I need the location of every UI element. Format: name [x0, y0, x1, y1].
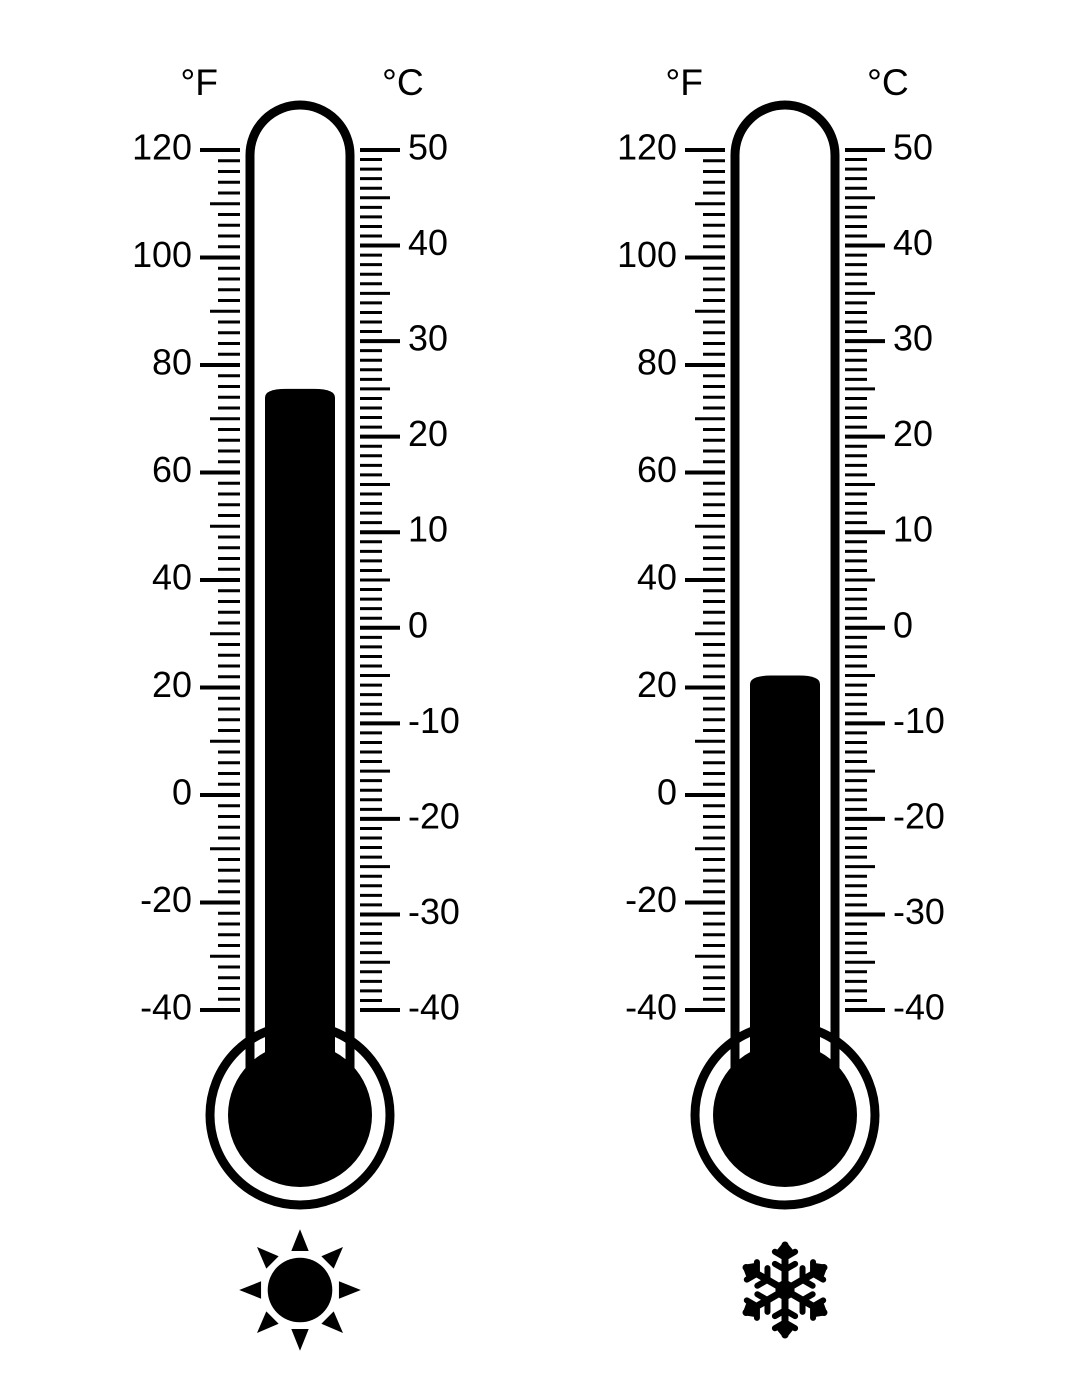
scale-left: -40 -20 0 20 40 60 80 100 120 °F — [617, 61, 725, 1027]
scale-label: -20 — [893, 795, 945, 836]
scale-label: 0 — [657, 771, 677, 812]
scale-label: 80 — [152, 341, 192, 382]
sun-icon — [239, 1229, 361, 1351]
scale-right: -40 -30 -20 -10 0 10 20 30 40 50 °C — [845, 61, 945, 1027]
snowflake-icon — [746, 1245, 824, 1335]
scale-label: -40 — [140, 986, 192, 1027]
scale-label: 20 — [408, 413, 448, 454]
scale-label: 0 — [893, 604, 913, 645]
scale-label: 60 — [637, 449, 677, 490]
scale-label: 40 — [893, 222, 933, 263]
scale-label: 20 — [893, 413, 933, 454]
scale-label: 100 — [617, 234, 677, 275]
thermometer-diagram: -40-20020406080100120°F -40-30-20-100102… — [0, 0, 1083, 1390]
scale-label: -40 — [893, 986, 945, 1027]
scale-label: -30 — [408, 891, 460, 932]
thermometer-wrap-hot: -40 -20 0 20 40 60 80 100 120 °F -40 -30 -20 -10 0 10 2… — [70, 0, 530, 1390]
scale-label: 80 — [637, 341, 677, 382]
unit-label-left: °F — [180, 61, 218, 103]
scale-label: -40 — [408, 986, 460, 1027]
scale-label: 60 — [152, 449, 192, 490]
scale-label: -20 — [625, 879, 677, 920]
scale-label: -40 — [625, 986, 677, 1027]
scale-label: -10 — [408, 700, 460, 741]
scale-label: -10 — [893, 700, 945, 741]
scale-label: 100 — [132, 234, 192, 275]
thermometer-wrap-cold: -40 -20 0 20 40 60 80 100 120 °F -40 -30 -20 -10 0 10 2… — [555, 0, 1015, 1390]
scale-label: 120 — [617, 126, 677, 167]
scale-label: 20 — [637, 664, 677, 705]
scale-label: 20 — [152, 664, 192, 705]
scale-label: 50 — [408, 126, 448, 167]
scale-label: 10 — [893, 509, 933, 550]
scale-label: 120 — [132, 126, 192, 167]
unit-label-right: °C — [382, 61, 424, 103]
unit-label-left: °F — [665, 61, 703, 103]
scale-label: 30 — [893, 318, 933, 359]
thermometer-cold: -40 -20 0 20 40 60 80 100 120 °F -40 -30 -20 -10 0 10 2… — [555, 0, 1015, 1390]
scale-label: 0 — [172, 771, 192, 812]
scale-right: -40 -30 -20 -10 0 10 20 30 40 50 °C — [360, 61, 460, 1027]
unit-label-right: °C — [867, 61, 909, 103]
scale-label: 30 — [408, 318, 448, 359]
scale-label: -20 — [140, 879, 192, 920]
scale-label: -30 — [893, 891, 945, 932]
scale-label: 40 — [637, 556, 677, 597]
scale-label: 50 — [893, 126, 933, 167]
scale-label: 0 — [408, 604, 428, 645]
scale-label: -20 — [408, 795, 460, 836]
scale-label: 40 — [408, 222, 448, 263]
scale-left: -40 -20 0 20 40 60 80 100 120 °F — [132, 61, 240, 1027]
scale-label: 10 — [408, 509, 448, 550]
thermometer-hot: -40 -20 0 20 40 60 80 100 120 °F -40 -30 -20 -10 0 10 2… — [70, 0, 530, 1390]
scale-label: 40 — [152, 556, 192, 597]
